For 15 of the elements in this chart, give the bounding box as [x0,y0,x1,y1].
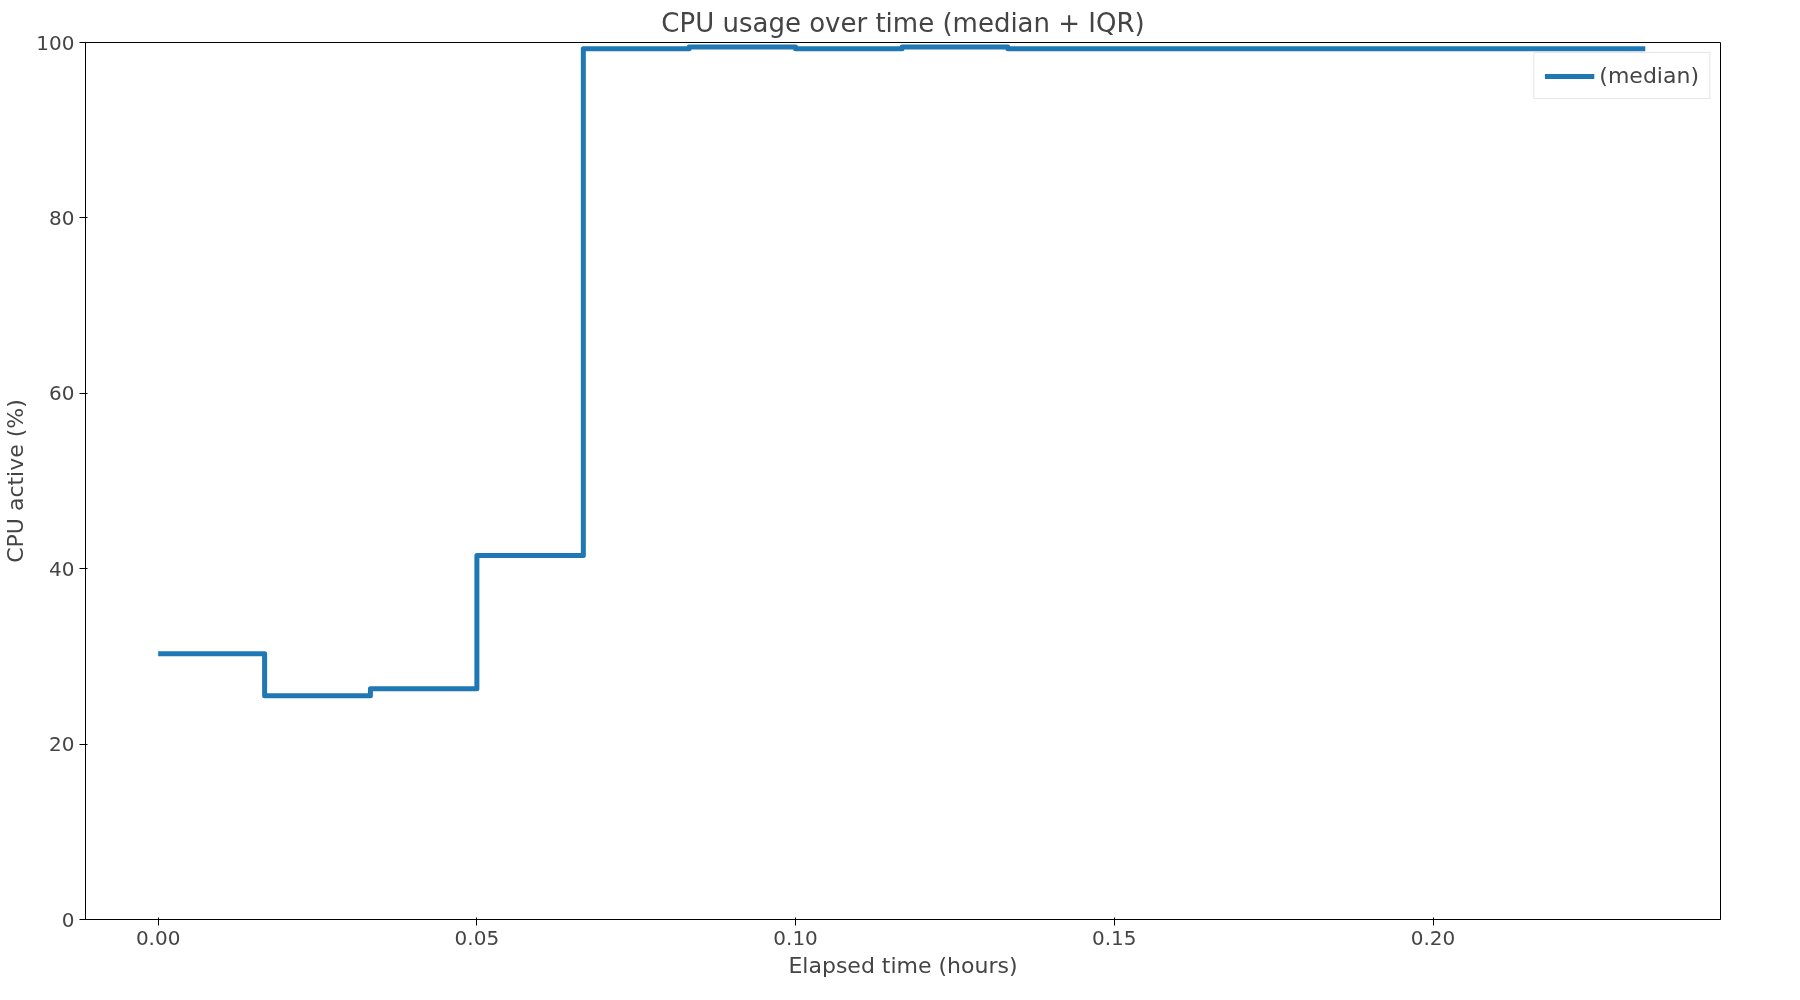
chart-title: CPU usage over time (median + IQR) [661,7,1145,38]
x-tick-label: 0.20 [1410,925,1456,950]
x-tick-label: 0.00 [135,925,181,950]
x-axis-title: Elapsed time (hours) [788,952,1018,978]
y-axis-title: CPU active (%) [3,399,29,563]
x-tick-label: 0.05 [454,925,500,950]
x-tick-label: 0.10 [773,925,818,950]
y-tick-label: 80 [49,205,75,230]
x-tick-label: 0.15 [1092,925,1137,950]
y-tick-label: 100 [36,30,75,55]
y-tick-label: 20 [49,732,75,757]
legend-label: (median) [1599,63,1699,88]
y-tick-label: 40 [49,556,75,581]
y-tick-label: 60 [49,381,75,406]
y-tick-label: 0 [61,907,75,932]
